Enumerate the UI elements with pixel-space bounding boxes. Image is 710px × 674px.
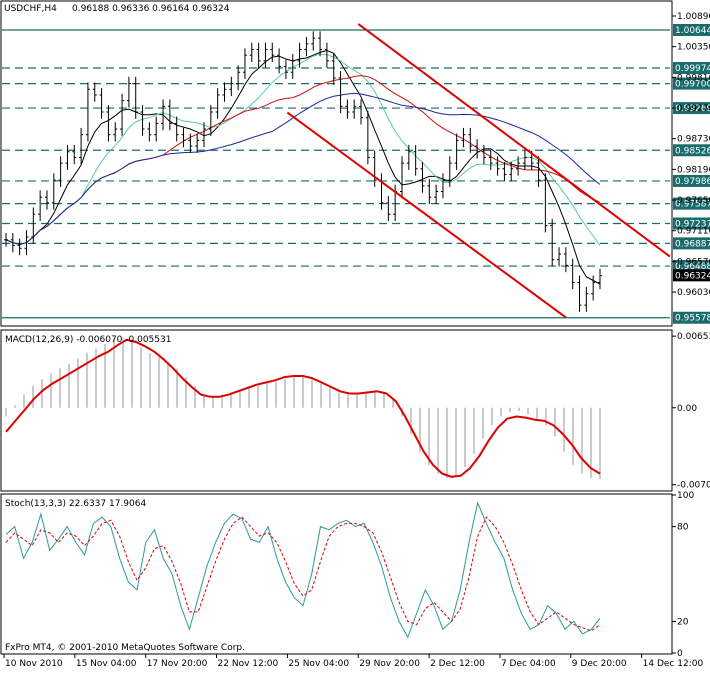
level-label: 0.98526 [675,146,710,156]
macd-panel-frame [0,329,673,492]
macd-tick-label: -0.00702 [677,481,710,491]
price-bars [4,31,602,312]
ma-fast-line [5,49,601,285]
macd-signal-line [5,338,601,478]
symbol-label: USDCHF,H4 [4,4,57,14]
current-price-label: 0.96324 [675,271,710,281]
time-tick-label: 29 Nov 20:00 [359,659,420,669]
channel-lower-line [286,111,567,319]
level-label: 0.97237 [675,219,710,229]
level-label: 0.96488 [675,262,710,272]
level-label-box [673,260,710,273]
price-tick-label: 1.00890 [677,12,710,22]
stoch-panel-frame [0,493,673,655]
moving-averages [5,49,601,285]
stoch-title: Stoch(13,3,3) 22.6337 17.9064 [5,499,146,509]
time-tick-label: 17 Nov 20:00 [147,659,208,669]
price-scale: 1.00644 0.99974 0.99700 0.99269 0.98526 0.979… [672,12,710,324]
ma-mid-line [5,53,601,246]
stoch-tick-label: 20 [677,617,689,627]
stoch-signal-line [5,516,601,632]
stoch-tick-label: 0 [677,649,683,659]
copyright-text: FxPro MT4, © 2001-2010 MetaQuotes Softwa… [5,643,245,653]
time-tick-label: 2 Dec 12:00 [430,659,485,669]
time-tick-label: 25 Nov 04:00 [288,659,349,669]
level-label-box [673,174,710,187]
trend-channel [286,23,671,319]
stoch-main-line [5,501,601,639]
channel-upper-line [357,23,671,258]
level-label-box [673,144,710,157]
time-tick-label: 9 Dec 20:00 [572,659,627,669]
level-label: 0.96887 [675,239,710,249]
level-label: 0.97587 [675,200,710,210]
time-tick-label: 7 Dec 04:00 [501,659,556,669]
stoch-tick-label: 80 [677,523,689,533]
level-label: 1.00644 [675,26,710,36]
stoch-tick-label: 100 [677,491,694,501]
time-tick-label: 15 Nov 04:00 [76,659,137,669]
macd-indicator: 0.00653 0.00 -0.00702 [5,332,710,491]
time-tick-label: 14 Dec 12:00 [643,659,704,669]
ohlc-readout: 0.96188 0.96336 0.96164 0.96324 [72,4,230,14]
level-label-box [673,102,710,115]
level-label: 0.95578 [675,314,710,324]
level-label-box [673,197,710,210]
level-label: 0.99700 [675,80,710,90]
macd-title: MACD(12,26,9) -0.006070 -0.005531 [5,335,171,345]
time-tick-label: 10 Nov 2010 [5,659,63,669]
level-label-box [673,62,710,75]
stochastic-indicator: 100 80 20 0 [5,491,694,659]
level-label-box [673,237,710,250]
time-tick-label: 22 Nov 12:00 [218,659,279,669]
macd-tick-label: 0.00 [677,404,697,414]
macd-tick-label: 0.00653 [677,332,710,342]
level-label-box [673,23,710,36]
level-label: 0.97986 [675,177,710,187]
level-label: 0.99974 [675,64,710,74]
price-panel-frame [0,0,673,327]
current-price-box [673,269,710,282]
level-label-box [673,217,710,230]
level-label-box [673,311,710,324]
ma-long-line [5,92,601,246]
level-label-box [673,77,710,90]
level-lines [2,29,670,319]
time-axis: 10 Nov 2010 15 Nov 04:00 17 Nov 20:00 22 No… [3,654,704,669]
level-label: 0.99269 [675,104,710,114]
